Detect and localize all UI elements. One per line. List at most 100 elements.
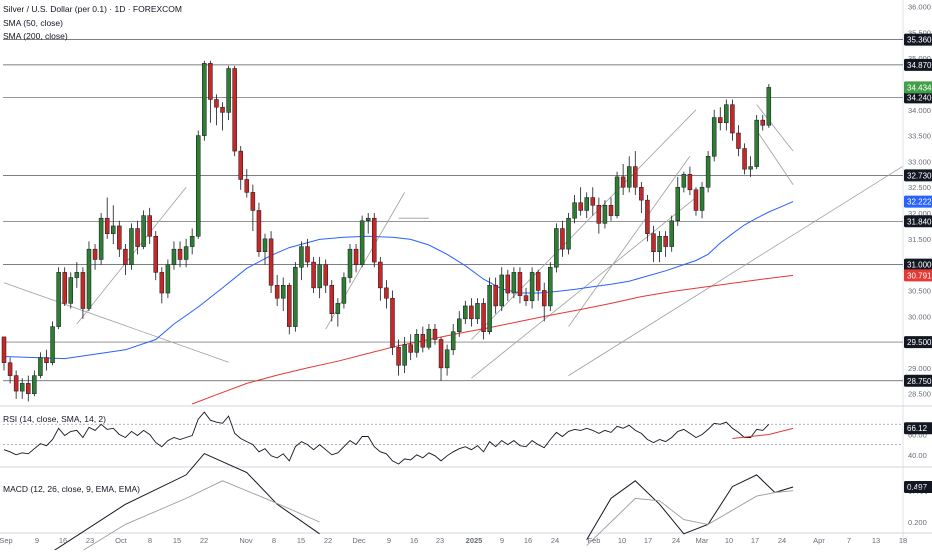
candle-up	[50, 326, 55, 363]
candle-up	[554, 228, 559, 268]
candle-up	[766, 87, 772, 126]
candle-down	[104, 217, 110, 234]
price-tick-label: 35.000	[908, 54, 931, 63]
candle-up	[511, 272, 517, 294]
level-badge: 35.360	[907, 36, 932, 45]
rsi-tick-label: 40.00	[908, 451, 927, 460]
level-badge-box	[904, 169, 932, 182]
candle-down	[687, 174, 693, 191]
level-badge: 34.870	[907, 61, 932, 70]
candle-down	[620, 176, 626, 188]
level-badge: 29.500	[907, 338, 932, 347]
candle-up	[74, 272, 80, 278]
candle-up	[657, 236, 662, 252]
level-badge-box	[904, 58, 932, 71]
candle-down	[287, 285, 292, 327]
rsi-tick-label: 60.00	[908, 430, 927, 439]
x-axis-label: 13	[872, 536, 880, 545]
sma50-line	[3, 201, 794, 360]
trendline	[568, 166, 903, 376]
candle-down	[645, 199, 650, 234]
sma50-legend[interactable]: SMA (50, close)	[3, 18, 63, 28]
candle-up	[32, 375, 37, 394]
candle-down	[663, 236, 668, 247]
price-tick-label: 33.500	[908, 132, 931, 141]
candle-up	[165, 264, 171, 294]
candle-up	[262, 238, 268, 252]
candle-down	[493, 285, 498, 307]
sma50-badge-box	[904, 195, 932, 208]
x-axis-label: 7	[847, 536, 851, 545]
x-axis-label: 22	[200, 536, 208, 545]
candle-up	[402, 344, 407, 366]
candle-up	[359, 220, 365, 265]
candle-down	[232, 68, 237, 152]
level-badge: 32.730	[907, 171, 932, 180]
candle-up	[426, 328, 432, 348]
candle-up	[335, 303, 341, 314]
x-axis-label: 9	[500, 536, 504, 545]
candle-down	[378, 261, 383, 289]
candle-down	[329, 285, 335, 314]
level-badge-box	[904, 33, 932, 46]
candle-up	[754, 119, 759, 167]
rsi-value-badge-box	[904, 422, 932, 435]
candle-down	[590, 197, 596, 206]
rsi-legend[interactable]: RSI (14, close, SMA, 14, 2)	[3, 414, 106, 424]
candle-down	[159, 272, 165, 294]
macd-legend[interactable]: MACD (12, 26, close, 9, EMA, EMA)	[3, 484, 140, 494]
candle-up	[669, 220, 674, 247]
candle-down	[372, 217, 377, 263]
sma200-legend[interactable]: SMA (200, close)	[3, 31, 68, 41]
candle-down	[693, 189, 699, 211]
x-axis-label: 22	[324, 536, 332, 545]
candle-down	[147, 215, 152, 237]
price-tick-label: 31.500	[908, 235, 931, 244]
x-axis-label: Sep	[0, 536, 13, 545]
price-tick-label: 32.000	[908, 209, 931, 218]
candle-up	[548, 266, 553, 307]
trendline	[471, 109, 697, 340]
x-axis-label: Nov	[239, 536, 253, 545]
price-tick-label: 29.000	[908, 364, 931, 373]
x-axis-label: 9	[35, 536, 39, 545]
candle-down	[596, 205, 602, 224]
candle-up	[202, 63, 207, 136]
x-axis-label: 16	[59, 536, 67, 545]
sma200-badge: 30.791	[907, 271, 932, 280]
trendline	[756, 104, 794, 152]
candle-up	[98, 217, 104, 260]
candle-up	[365, 217, 371, 222]
macd-signal-line	[586, 490, 794, 546]
candle-down	[438, 339, 444, 369]
macd-value-badge: 0.497	[907, 483, 928, 492]
candle-down	[123, 248, 128, 265]
candle-down	[256, 210, 262, 252]
x-axis-label: 9	[387, 536, 391, 545]
candle-up	[463, 305, 468, 320]
candle-down	[44, 357, 49, 363]
rsi-value-badge: 66.12	[907, 424, 928, 433]
trendline	[568, 156, 691, 327]
candle-up	[475, 303, 480, 320]
price-tick-label: 33.000	[908, 157, 931, 166]
level-badge: 28.750	[907, 377, 932, 386]
candle-down	[238, 150, 243, 180]
candle-down	[26, 383, 31, 394]
candle-up	[584, 197, 589, 211]
x-axis-label: 16	[524, 536, 532, 545]
x-axis-label: Mar	[696, 536, 709, 545]
sma50-badge: 32.222	[907, 198, 932, 207]
candle-up	[86, 248, 92, 309]
candle-up	[195, 135, 201, 237]
candle-up	[317, 264, 322, 289]
x-axis-label: 18	[899, 536, 907, 545]
level-badge-box	[904, 215, 932, 228]
candle-up	[280, 285, 286, 299]
candle-down	[517, 272, 523, 296]
candle-up	[487, 285, 492, 332]
candle-up	[68, 277, 74, 304]
level-badge: 34.240	[907, 93, 932, 102]
